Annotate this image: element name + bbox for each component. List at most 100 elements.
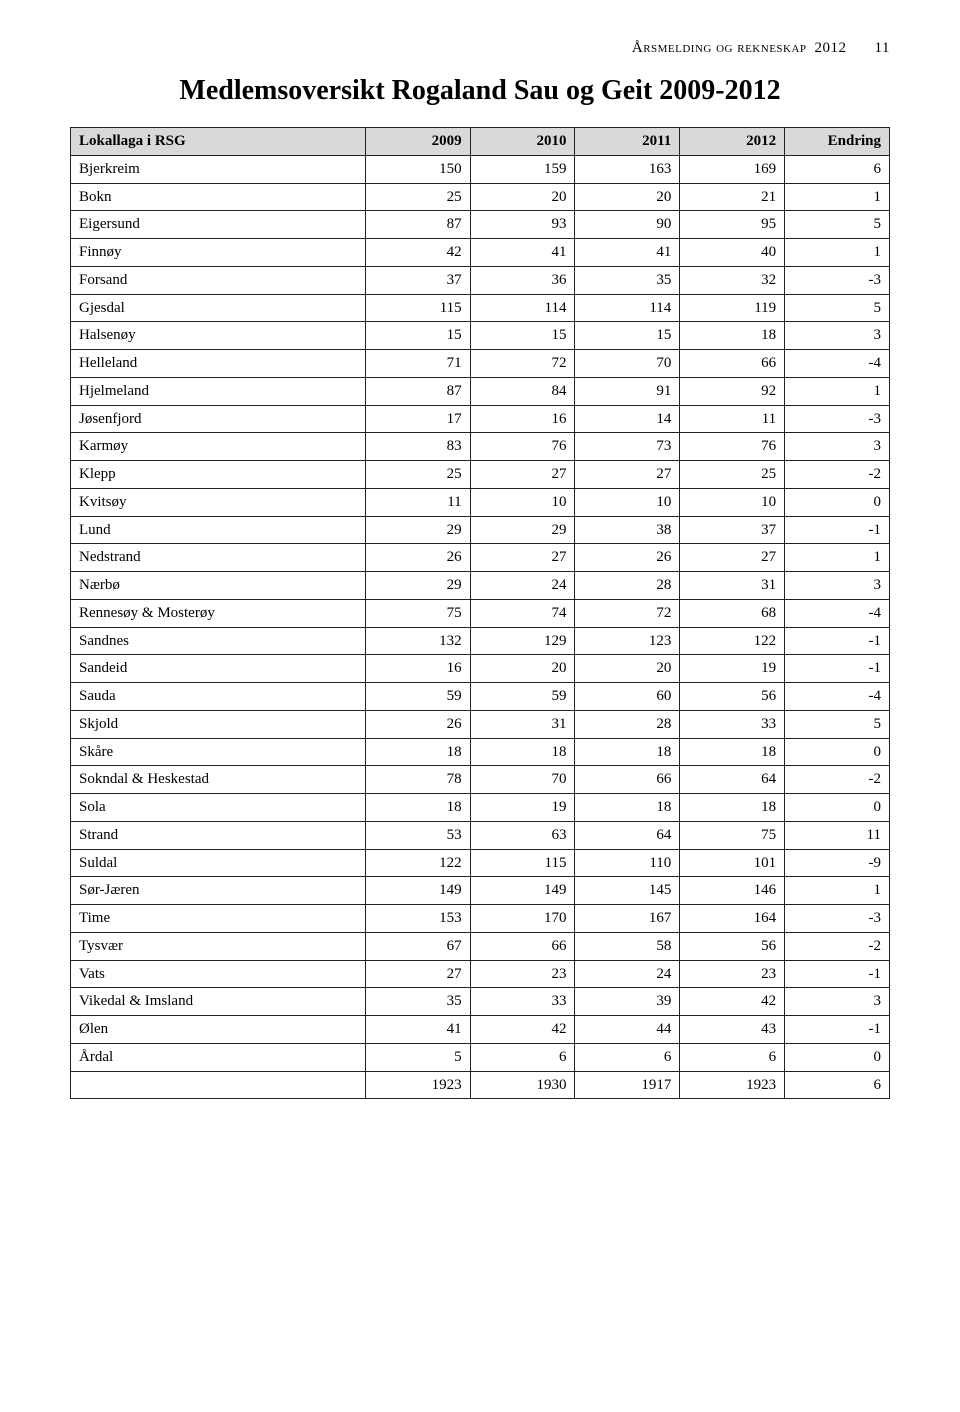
cell-value: 3 xyxy=(785,988,890,1016)
cell-value: -3 xyxy=(785,266,890,294)
cell-value: 38 xyxy=(575,516,680,544)
cell-value: 36 xyxy=(470,266,575,294)
cell-value: 27 xyxy=(470,461,575,489)
cell-value: 18 xyxy=(680,738,785,766)
cell-value: 1 xyxy=(785,877,890,905)
cell-value: 114 xyxy=(470,294,575,322)
cell-value: -4 xyxy=(785,599,890,627)
cell-value: 66 xyxy=(680,350,785,378)
cell-value: 95 xyxy=(680,211,785,239)
kicker-text: Årsmelding og rekneskap xyxy=(632,40,807,57)
cell-name: Karmøy xyxy=(71,433,366,461)
cell-value: 24 xyxy=(470,572,575,600)
table-row: Gjesdal1151141141195 xyxy=(71,294,890,322)
cell-value: 27 xyxy=(680,544,785,572)
cell-value: 56 xyxy=(680,932,785,960)
table-row: Årdal56660 xyxy=(71,1043,890,1071)
cell-value: 20 xyxy=(575,655,680,683)
cell-value: 16 xyxy=(470,405,575,433)
table-row: Skjold263128335 xyxy=(71,710,890,738)
table-row: Klepp25272725-2 xyxy=(71,461,890,489)
cell-value: 59 xyxy=(470,683,575,711)
cell-value: 170 xyxy=(470,905,575,933)
table-row: Hjelmeland878491921 xyxy=(71,377,890,405)
cell-value: 29 xyxy=(470,516,575,544)
cell-value: 35 xyxy=(365,988,470,1016)
cell-value: 5 xyxy=(785,211,890,239)
cell-value: 33 xyxy=(470,988,575,1016)
cell-value: 43 xyxy=(680,1016,785,1044)
cell-value: 11 xyxy=(365,488,470,516)
cell-value: 132 xyxy=(365,627,470,655)
cell-name: Sør-Jæren xyxy=(71,877,366,905)
cell-value: 10 xyxy=(575,488,680,516)
table-row: Eigersund879390955 xyxy=(71,211,890,239)
cell-value: 18 xyxy=(575,738,680,766)
cell-name: Ølen xyxy=(71,1016,366,1044)
cell-value: 23 xyxy=(470,960,575,988)
cell-value: 18 xyxy=(680,322,785,350)
cell-value: 66 xyxy=(575,766,680,794)
cell-value: 1 xyxy=(785,544,890,572)
cell-value: 70 xyxy=(470,766,575,794)
cell-value: 42 xyxy=(680,988,785,1016)
cell-value: 37 xyxy=(365,266,470,294)
cell-value: 90 xyxy=(575,211,680,239)
cell-value: -3 xyxy=(785,405,890,433)
cell-value: 37 xyxy=(680,516,785,544)
col-header-2010: 2010 xyxy=(470,128,575,156)
cell-value: 70 xyxy=(575,350,680,378)
cell-value: 25 xyxy=(680,461,785,489)
cell-value: 149 xyxy=(365,877,470,905)
table-body: Bjerkreim1501591631696Bokn252020211Eiger… xyxy=(71,155,890,1099)
cell-value: -1 xyxy=(785,1016,890,1044)
cell-value: 21 xyxy=(680,183,785,211)
cell-value: 58 xyxy=(575,932,680,960)
cell-name: Rennesøy & Mosterøy xyxy=(71,599,366,627)
cell-name: Sandnes xyxy=(71,627,366,655)
cell-value: -2 xyxy=(785,766,890,794)
cell-value: 27 xyxy=(575,461,680,489)
cell-value: 32 xyxy=(680,266,785,294)
table-row: Rennesøy & Mosterøy75747268-4 xyxy=(71,599,890,627)
table-row: Ølen41424443-1 xyxy=(71,1016,890,1044)
cell-value: 1 xyxy=(785,183,890,211)
cell-value: 72 xyxy=(575,599,680,627)
cell-value: 72 xyxy=(470,350,575,378)
table-row: Karmøy837673763 xyxy=(71,433,890,461)
cell-value: 39 xyxy=(575,988,680,1016)
cell-value: 0 xyxy=(785,1043,890,1071)
col-header-2009: 2009 xyxy=(365,128,470,156)
table-row: Sokndal & Heskestad78706664-2 xyxy=(71,766,890,794)
cell-value: 1917 xyxy=(575,1071,680,1099)
col-header-name: Lokallaga i RSG xyxy=(71,128,366,156)
cell-value: -2 xyxy=(785,461,890,489)
cell-value: 6 xyxy=(785,155,890,183)
cell-value: 41 xyxy=(575,239,680,267)
table-row: Finnøy424141401 xyxy=(71,239,890,267)
cell-value: 41 xyxy=(365,1016,470,1044)
cell-name: Nærbø xyxy=(71,572,366,600)
cell-value: 56 xyxy=(680,683,785,711)
cell-name: Eigersund xyxy=(71,211,366,239)
cell-name: Sokndal & Heskestad xyxy=(71,766,366,794)
cell-name: Vats xyxy=(71,960,366,988)
cell-value: 6 xyxy=(575,1043,680,1071)
table-row: Nærbø292428313 xyxy=(71,572,890,600)
cell-value: 83 xyxy=(365,433,470,461)
cell-value: 0 xyxy=(785,488,890,516)
cell-name: Forsand xyxy=(71,266,366,294)
cell-value: 93 xyxy=(470,211,575,239)
cell-value: 115 xyxy=(365,294,470,322)
cell-value: 29 xyxy=(365,572,470,600)
cell-value: 63 xyxy=(470,821,575,849)
table-row: Vats27232423-1 xyxy=(71,960,890,988)
cell-name: Vikedal & Imsland xyxy=(71,988,366,1016)
cell-value: 6 xyxy=(680,1043,785,1071)
cell-value: 18 xyxy=(470,738,575,766)
cell-value: 35 xyxy=(575,266,680,294)
cell-value: 24 xyxy=(575,960,680,988)
cell-value: 10 xyxy=(680,488,785,516)
cell-value: 5 xyxy=(785,710,890,738)
cell-value: 74 xyxy=(470,599,575,627)
